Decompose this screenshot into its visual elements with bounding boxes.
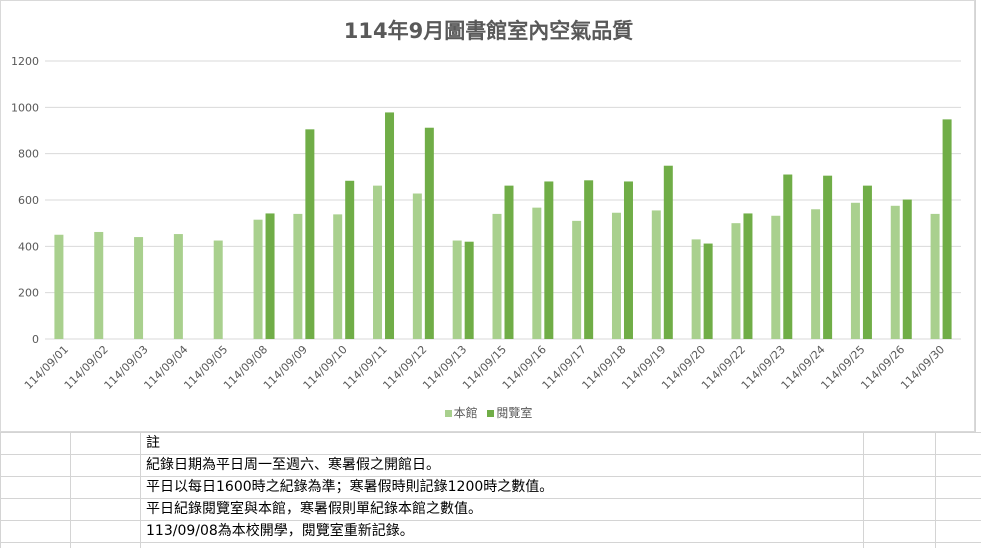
bar-reading-room <box>265 213 275 339</box>
bar-reading-room <box>942 119 952 339</box>
bar-reading-room <box>345 180 355 339</box>
y-tick-label: 1000 <box>11 101 39 114</box>
bar-main <box>850 202 860 339</box>
bar-reading-room <box>305 129 315 339</box>
legend-label-main: 本館 <box>453 406 478 420</box>
y-tick-label: 800 <box>18 148 39 161</box>
bar-main <box>373 185 383 339</box>
bar-main <box>412 193 422 339</box>
bar-reading-room <box>902 199 912 339</box>
bar-main <box>293 213 303 339</box>
bar-main <box>611 212 621 339</box>
bar-main <box>811 209 821 339</box>
bar-reading-room <box>584 180 594 339</box>
bar-main <box>173 234 183 339</box>
bar-main <box>333 214 343 339</box>
bar-reading-room <box>823 175 833 339</box>
bar-main <box>452 240 462 339</box>
bar-reading-room <box>385 112 395 340</box>
bar-reading-room <box>862 185 872 339</box>
legend-swatch-reading-room <box>487 410 495 417</box>
bar-main <box>54 234 64 339</box>
bar-main <box>890 205 900 339</box>
bar-main <box>572 220 582 339</box>
notes-heading[interactable]: 註 <box>146 435 160 451</box>
legend-swatch-main <box>444 410 452 417</box>
bar-main <box>651 210 661 339</box>
note-line-1[interactable]: 紀錄日期為平日周一至週六、寒暑假之開館日。 <box>146 457 440 473</box>
legend-item-reading-room: 閱覽室 <box>487 404 532 421</box>
bar-reading-room <box>504 185 514 339</box>
legend-label-reading-room: 閱覽室 <box>496 406 533 420</box>
y-tick-label: 600 <box>18 194 39 207</box>
bar-main <box>492 213 502 339</box>
bar-reading-room <box>424 127 434 339</box>
bar-reading-room <box>703 243 713 339</box>
chart-title: 114年9月圖書館室內空氣品質 <box>343 19 634 43</box>
bar-reading-room <box>623 181 633 339</box>
note-line-2[interactable]: 平日以每日1600時之紀錄為準；寒暑假時則記錄1200時之數值。 <box>146 479 554 495</box>
legend-item-main: 本館 <box>444 404 478 421</box>
bar-main <box>213 240 223 339</box>
bar-main <box>94 231 104 339</box>
bar-reading-room <box>544 181 554 339</box>
y-tick-label: 200 <box>18 287 39 300</box>
bar-reading-room <box>783 174 793 339</box>
legend: 本館 閱覽室 <box>1 404 976 421</box>
bar-main <box>930 213 940 339</box>
y-tick-label: 1200 <box>11 55 39 68</box>
bar-main <box>731 223 741 339</box>
note-line-4[interactable]: 113/09/08為本校開學，閱覽室重新記錄。 <box>146 523 414 539</box>
y-tick-label: 0 <box>32 333 39 346</box>
chart-area[interactable]: 0 200 400 600 800 1000 1200 114/09/01 114/09/02 1… <box>0 0 975 432</box>
bar-reading-room <box>464 241 474 339</box>
bar-reading-room <box>663 165 673 339</box>
bar-reading-room <box>743 213 753 339</box>
bar-main <box>253 219 263 339</box>
note-line-3[interactable]: 平日紀錄閱覽室與本館，寒暑假則單紀錄本館之數值。 <box>146 501 482 517</box>
bar-main <box>771 215 781 339</box>
bar-chart: 020040060080010001200114/09/01114/09/021… <box>11 55 961 392</box>
bar-main <box>134 237 144 339</box>
notes: 註 紀錄日期為平日周一至週六、寒暑假之開館日。 平日以每日1600時之紀錄為準；… <box>146 432 553 542</box>
bar-main <box>532 207 542 339</box>
bar-main <box>691 239 701 339</box>
y-tick-label: 400 <box>18 240 39 253</box>
